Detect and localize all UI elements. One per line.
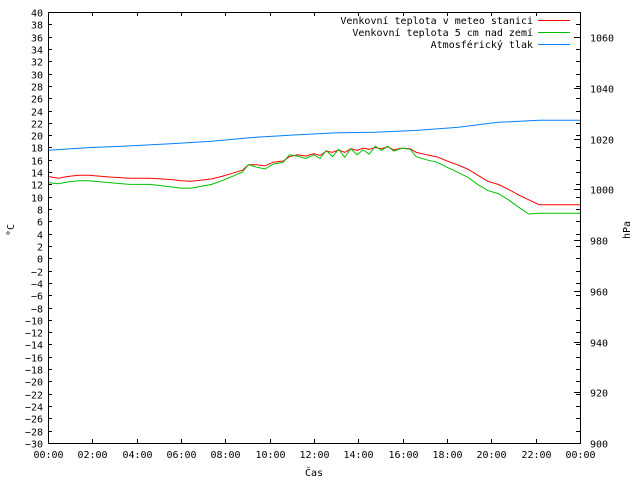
y-tick-label: −18 [25, 366, 43, 377]
x-tick-label: 08:00 [210, 450, 240, 461]
y-tick-label: −12 [25, 329, 43, 340]
x-tick-label: 04:00 [122, 450, 152, 461]
x-tick-label: 02:00 [77, 450, 107, 461]
series-line-1 [47, 146, 580, 206]
y2-tick-label: 960 [590, 288, 608, 299]
y2-tick-label: 1020 [590, 136, 614, 147]
y-tick-label: −26 [25, 415, 43, 426]
y-tick-label: 18 [31, 144, 43, 155]
x-axis-label: Čas [305, 466, 323, 479]
y-tick-label: −30 [25, 440, 43, 451]
y-tick-label: −16 [25, 354, 43, 365]
y-tick-label: −6 [31, 292, 43, 303]
y-tick-label: 40 [31, 9, 43, 20]
y2-tick-label: 940 [590, 339, 608, 350]
x-tick-label: 22:00 [521, 450, 551, 461]
y2-tick-label: 1000 [590, 186, 614, 197]
axis-ticks [48, 12, 581, 444]
x-tick-label: 00:00 [565, 450, 595, 461]
y-tick-label: 26 [31, 95, 43, 106]
y-tick-label: −8 [31, 305, 43, 316]
y-tick-label: 24 [31, 108, 43, 119]
y-tick-label: 4 [37, 231, 43, 242]
x-tick-label: 10:00 [255, 450, 285, 461]
y-axis-label: °C [6, 224, 17, 236]
y-tick-label: −28 [25, 428, 43, 439]
y-tick-label: 10 [31, 194, 43, 205]
y2-tick-label: 900 [590, 440, 608, 451]
y-tick-label: −4 [31, 280, 43, 291]
y-tick-label: 12 [31, 181, 43, 192]
x-tick-label: 20:00 [476, 450, 506, 461]
y-tick-label: 38 [31, 21, 43, 32]
tick-labels: −30−28−26−24−22−20−18−16−14−12−10−8−6−4−… [25, 9, 614, 462]
y-tick-label: 0 [37, 255, 43, 266]
y2-tick-label: 920 [590, 389, 608, 400]
x-tick-label: 12:00 [299, 450, 329, 461]
y2-tick-label: 980 [590, 237, 608, 248]
x-tick-label: 16:00 [388, 450, 418, 461]
x-tick-label: 00:00 [33, 450, 63, 461]
y-tick-label: −10 [25, 317, 43, 328]
y-tick-label: 32 [31, 58, 43, 69]
series-line-2 [47, 145, 580, 215]
y2-tick-label: 1060 [590, 34, 614, 45]
y-tick-label: 8 [37, 206, 43, 217]
legend-label-2: Venkovní teplota 5 cm nad zemí [352, 27, 533, 39]
y2-axis-label: hPa [622, 221, 633, 239]
y-tick-label: 22 [31, 120, 43, 131]
legend-label-3: Atmosférický tlak [431, 39, 533, 51]
y-tick-label: 34 [31, 46, 43, 57]
plot-frame [48, 12, 581, 444]
x-tick-label: 14:00 [343, 450, 373, 461]
series-lines [47, 119, 580, 215]
x-tick-label: 06:00 [166, 450, 196, 461]
y-tick-label: −24 [25, 403, 43, 414]
y-tick-label: −22 [25, 391, 43, 402]
y-tick-label: 14 [31, 169, 43, 180]
y-tick-label: 2 [37, 243, 43, 254]
y-tick-label: 6 [37, 218, 43, 229]
y-tick-label: 30 [31, 71, 43, 82]
x-tick-label: 18:00 [432, 450, 462, 461]
y-tick-label: −14 [25, 341, 43, 352]
y-tick-label: −20 [25, 378, 43, 389]
legend: Venkovní teplota v meteo staniciVenkovní… [340, 15, 570, 51]
series-line-3 [47, 119, 580, 151]
y-tick-label: 28 [31, 83, 43, 94]
y2-tick-label: 1040 [590, 85, 614, 96]
y-tick-label: 16 [31, 157, 43, 168]
y-tick-label: 36 [31, 34, 43, 45]
y-tick-label: −2 [31, 268, 43, 279]
y-tick-label: 20 [31, 132, 43, 143]
legend-label-1: Venkovní teplota v meteo stanici [340, 15, 533, 27]
